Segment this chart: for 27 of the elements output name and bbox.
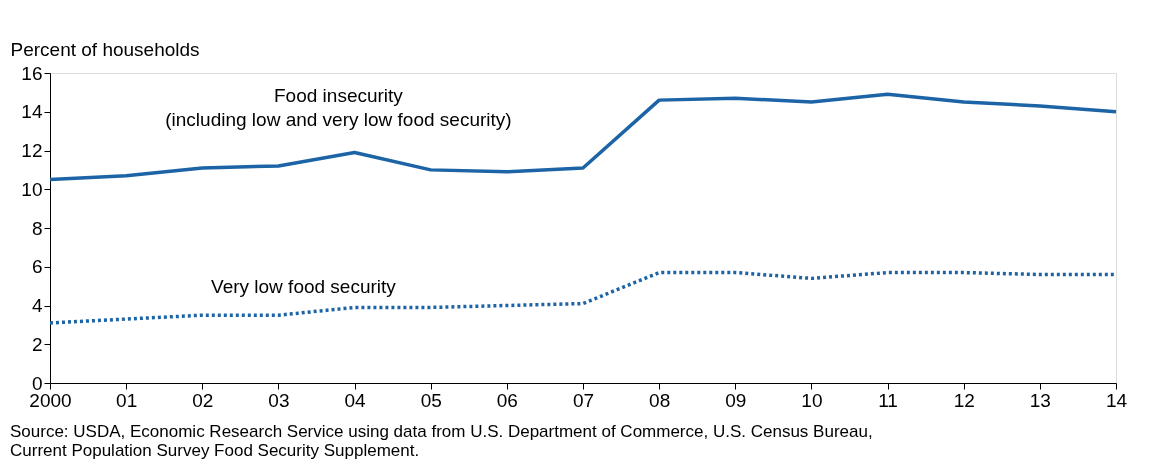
y-tick-label: 10 [21, 178, 43, 200]
series-label: Very low food security [211, 276, 397, 298]
y-tick-label: 14 [21, 101, 43, 123]
x-tick-label: 01 [116, 389, 138, 411]
x-tick-label: 05 [420, 389, 442, 411]
y-axis-title: Percent of households [10, 38, 200, 60]
y-tick-label: 4 [31, 295, 43, 316]
y-tick-label: 8 [31, 217, 43, 239]
x-tick-label: 08 [649, 389, 671, 411]
x-tick-label: 10 [801, 389, 823, 411]
source-note: Source: USDA, Economic Research Service using data from U.S. Department of Commerce, U.S. Census Bureau, [10, 422, 873, 441]
x-tick-label: 03 [268, 389, 290, 411]
text: Food insecurity (including low and very low food security) [165, 85, 512, 130]
y-tick-label: 2 [31, 333, 43, 355]
x-tick-label: 06 [496, 389, 518, 411]
x-tick-label: 09 [725, 389, 747, 411]
y-tick-label: 6 [31, 256, 43, 278]
x-tick-label: 12 [953, 389, 975, 411]
x-tick-label: 07 [572, 389, 595, 411]
x-tick-label: 04 [344, 389, 367, 411]
x-tick-label: 13 [1029, 389, 1051, 411]
x-tick-label: 14 [1105, 389, 1128, 411]
text: Current Population Survey Food Security Supplement. [10, 441, 420, 460]
y-tick-label: 12 [21, 140, 43, 161]
x-tick-label: 11 [878, 389, 898, 411]
y-tick-label: 16 [21, 62, 43, 84]
x-tick-label: 02 [192, 389, 214, 411]
